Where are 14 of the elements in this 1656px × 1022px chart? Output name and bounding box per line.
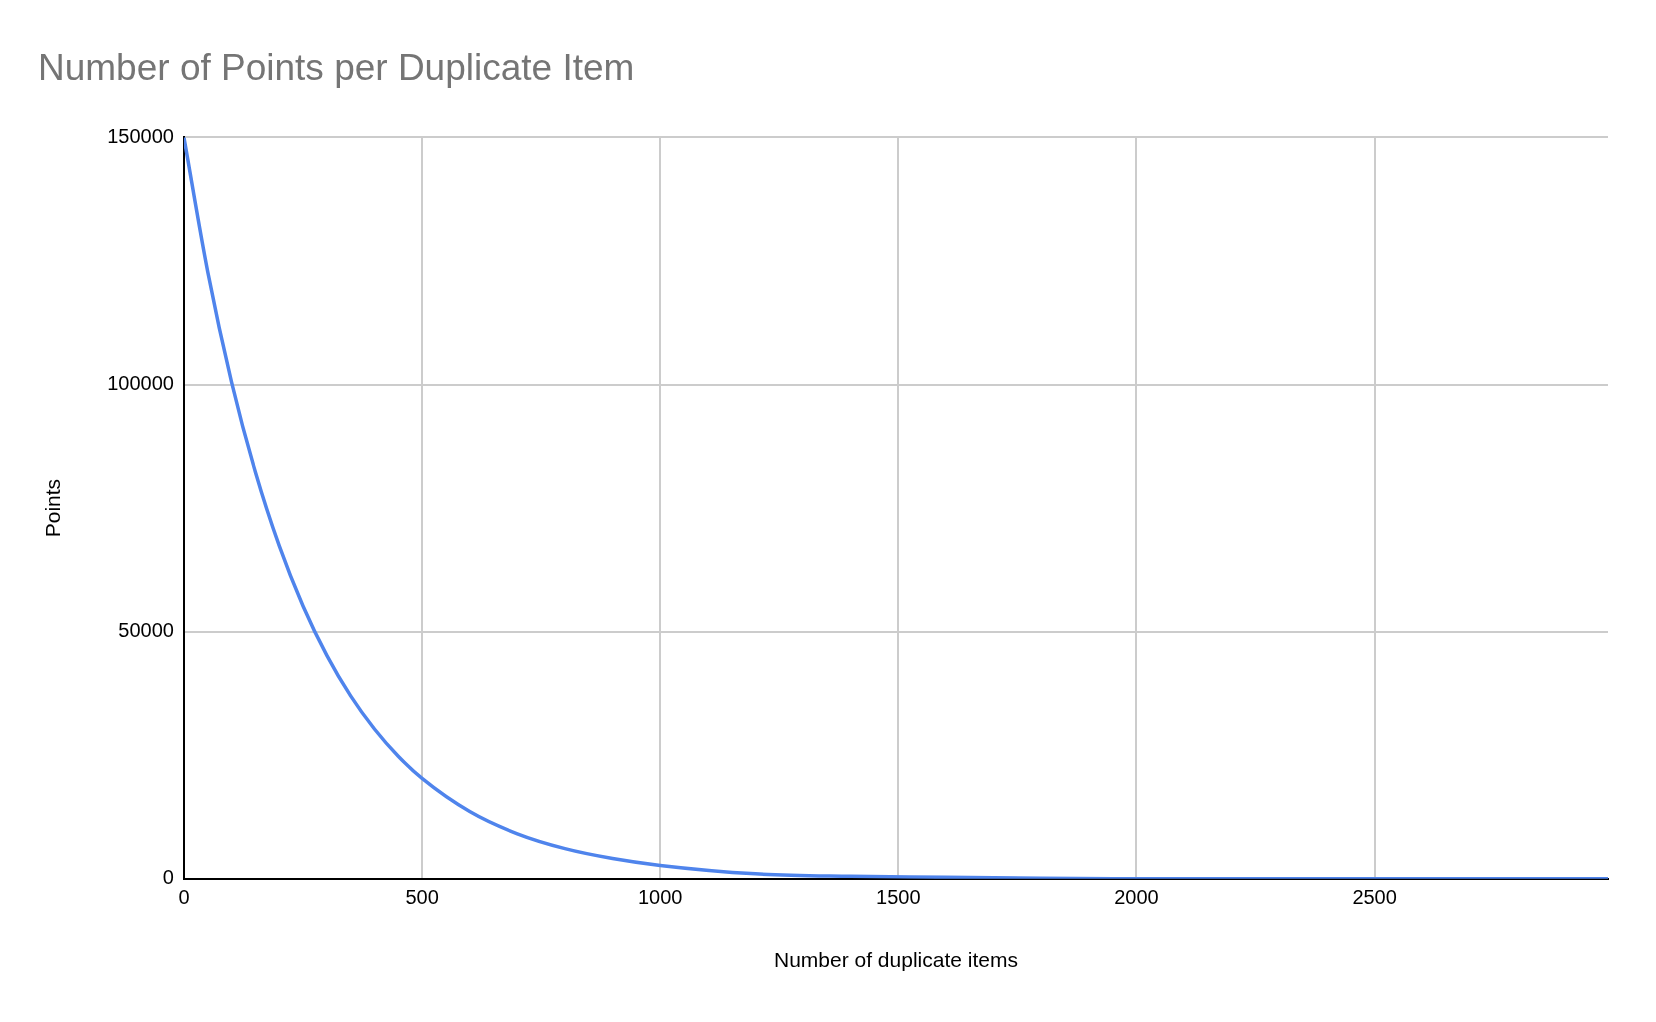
y-tick-label: 150000 xyxy=(107,124,174,147)
x-tick-label: 1000 xyxy=(637,886,683,909)
x-tick-label: 0 xyxy=(178,886,190,909)
x-tick-label: 2500 xyxy=(1352,886,1397,909)
x-tick-label: 500 xyxy=(405,886,439,909)
y-axis-title: Points xyxy=(41,478,65,538)
y-tick-label: 0 xyxy=(162,866,174,889)
x-tick-label: 2000 xyxy=(1114,886,1159,909)
x-axis-title: Number of duplicate items xyxy=(773,948,1018,972)
x-tick-label: 1500 xyxy=(876,886,921,909)
y-tick-label: 50000 xyxy=(118,619,174,642)
line-series xyxy=(183,137,1608,879)
y-tick-label: 100000 xyxy=(107,372,174,395)
chart-title: Number of Points per Duplicate Item xyxy=(38,47,635,89)
